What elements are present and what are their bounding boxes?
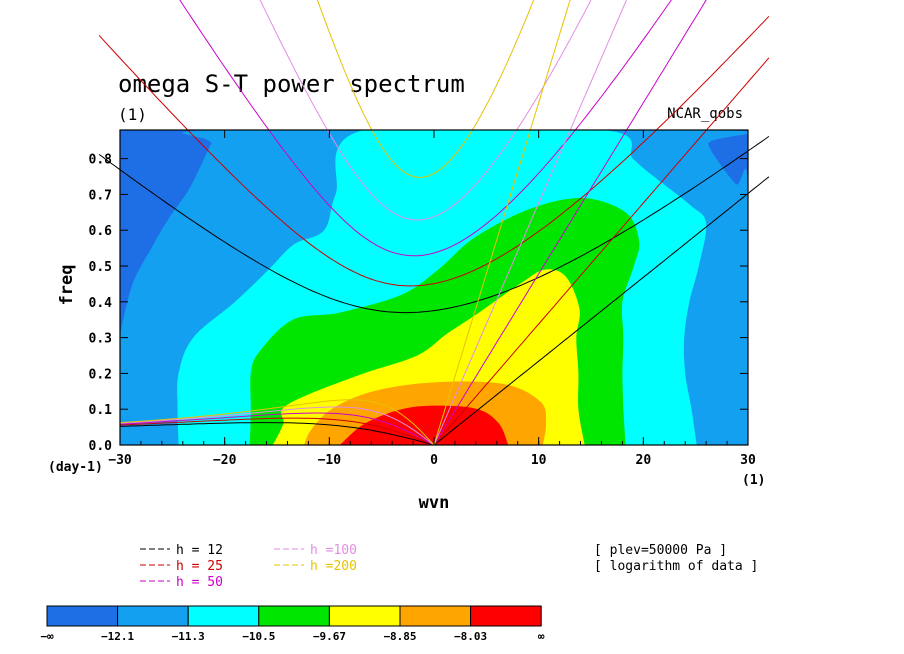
colorbar-label: −∞ — [40, 630, 54, 643]
annotation-log: [ logarithm of data ] — [594, 559, 758, 574]
dispersion-curves-h50 — [120, 0, 707, 446]
legend-label-h12: h = 12 — [176, 543, 223, 558]
y-tick-label: 0.8 — [89, 153, 113, 168]
dispersion-curves-h25 — [98, 15, 770, 446]
y-tick-label: 0.5 — [89, 260, 112, 275]
kelvin-curve-h12 — [433, 176, 770, 446]
colorbar-label: −11.3 — [172, 630, 205, 643]
colorbar-label: −10.5 — [242, 630, 275, 643]
rossby-curve-h50 — [120, 412, 435, 445]
legend-label-h50: h = 50 — [176, 575, 223, 590]
y-tick-label: 0.2 — [89, 367, 112, 382]
colorbar: −∞ −12.1 −11.3 −10.5 −9.67 −8.85 −8.03 ∞ — [40, 605, 545, 643]
inertia-gravity-curve-h200 — [316, 0, 535, 178]
inertia-gravity-curve-h25 — [98, 15, 770, 287]
kelvin-curve-h25 — [433, 57, 770, 446]
chart-subtitle: (1) — [118, 105, 147, 124]
x-tick-label: −30 — [108, 453, 132, 468]
dispersion-curves-h12 — [98, 135, 770, 446]
y-tick-label: 0.7 — [89, 188, 112, 203]
colorbar-swatch — [258, 605, 330, 627]
colorbar-label: ∞ — [538, 630, 545, 643]
dispersion-curves-h100 — [120, 0, 627, 446]
rossby-curve-h200 — [120, 399, 435, 445]
x-tick-label: −20 — [213, 453, 237, 468]
dispersion-curves-h200 — [120, 0, 571, 446]
chart-title: omega S-T power spectrum — [118, 70, 465, 98]
annotation-plev: [ plev=50000 Pa ] — [594, 543, 727, 558]
x-tick-label: −10 — [318, 453, 342, 468]
colorbar-swatch — [117, 605, 189, 627]
y-tick-label: 0.4 — [89, 296, 113, 311]
rossby-curve-h12 — [120, 422, 435, 445]
colorbar-swatch — [187, 605, 260, 627]
colorbar-label: −8.85 — [383, 630, 416, 643]
inertia-gravity-curve-h12 — [98, 135, 770, 314]
colorbar-swatch — [328, 605, 401, 627]
colorbar-label: −8.03 — [454, 630, 487, 643]
y-tick-label: 0.3 — [89, 332, 112, 347]
legend-label-h200: h =200 — [310, 559, 357, 574]
kelvin-curve-h50 — [433, 0, 707, 446]
x-tick-label: 10 — [531, 453, 547, 468]
legend-label-h100: h =100 — [310, 543, 357, 558]
x-tick-label: 20 — [636, 453, 652, 468]
colorbar-label: −9.67 — [313, 630, 346, 643]
kelvin-curve-h100 — [433, 0, 627, 446]
colorbar-label: −12.1 — [101, 630, 134, 643]
rossby-curve-h25 — [120, 417, 435, 445]
kelvin-curve-h200 — [433, 0, 571, 446]
y-axis-label: freq — [57, 265, 77, 306]
x-unit-label: (1) — [742, 473, 765, 488]
y-tick-label: 0.6 — [89, 224, 113, 239]
rossby-curve-h100 — [120, 406, 435, 445]
y-tick-label: 0.1 — [89, 403, 113, 418]
inertia-gravity-curve-h100 — [259, 0, 592, 221]
x-axis-label: wvn — [419, 493, 450, 513]
legend-label-h25: h = 25 — [176, 559, 223, 574]
colorbar-swatch — [470, 605, 542, 627]
x-tick-label: 0 — [430, 453, 438, 468]
contour-band--8.03 — [339, 405, 509, 445]
x-tick-label: 30 — [740, 453, 756, 468]
axes: −30 −20 −10 0 10 20 30 0.0 0.1 0.2 0.3 0.4 0.5 0.6 0.7… — [89, 129, 756, 468]
plot-area — [98, 0, 770, 446]
colorbar-swatch — [46, 605, 119, 627]
inertia-gravity-curve-h50 — [179, 0, 672, 257]
y-tick-label: 0.0 — [89, 439, 113, 454]
y-unit-label: (day-1) — [48, 460, 103, 475]
colorbar-swatch — [399, 605, 472, 627]
